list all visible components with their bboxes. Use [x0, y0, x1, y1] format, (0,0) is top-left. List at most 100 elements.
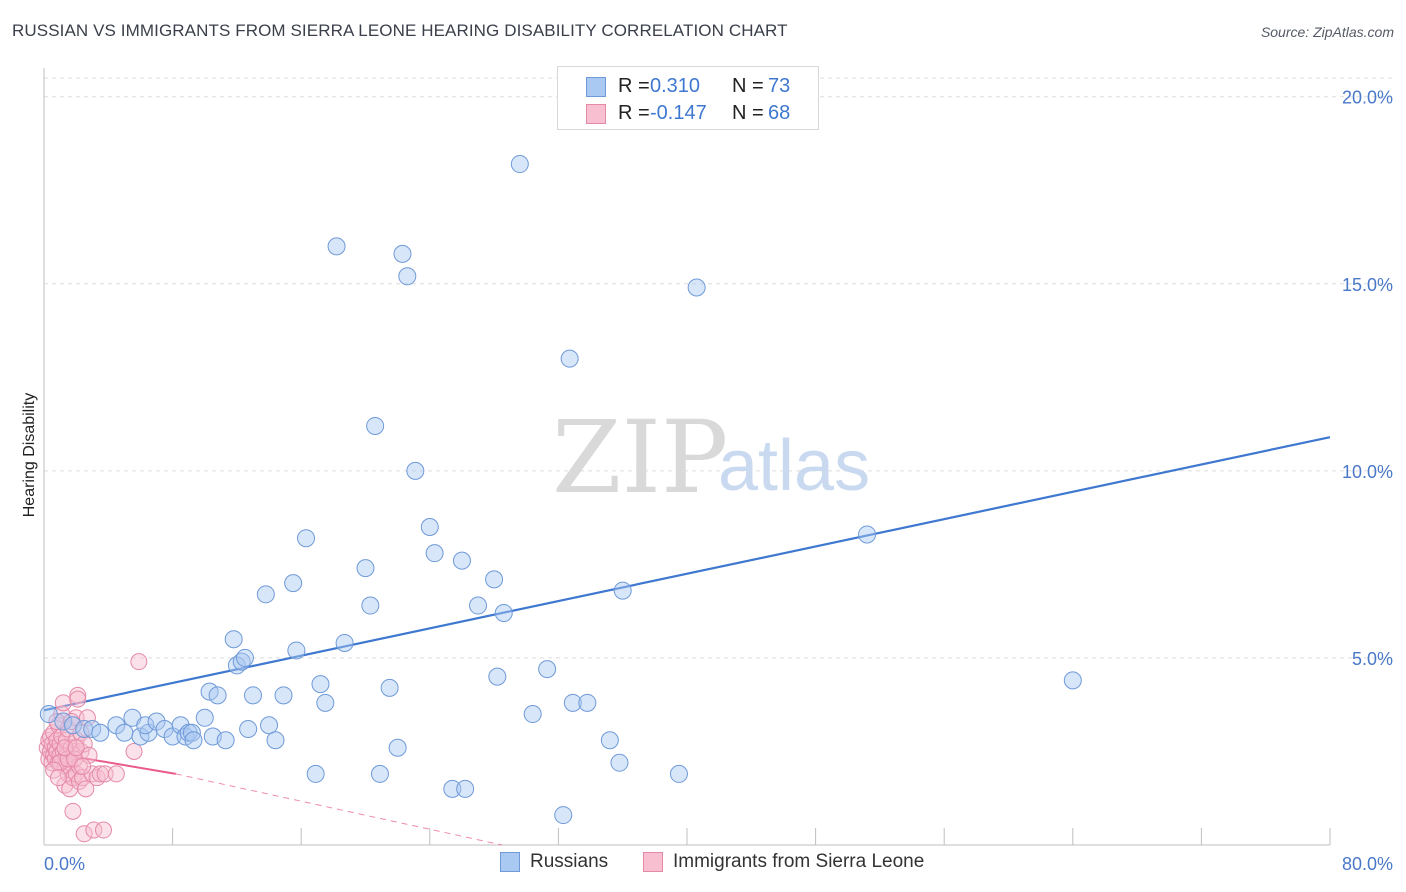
point-russians: [91, 723, 110, 742]
legend-r-value: -0.147: [650, 101, 707, 124]
y-tick-label: 10.0%: [1342, 462, 1393, 482]
legend-r-value: 0.310: [650, 74, 701, 97]
point-russians: [136, 716, 155, 735]
point-russians: [297, 529, 316, 548]
point-russians: [388, 738, 407, 757]
point-russians: [610, 753, 629, 772]
point-russians: [494, 604, 513, 623]
point-russians: [327, 237, 346, 256]
point-russians: [858, 525, 877, 544]
point-russians: [115, 723, 134, 742]
point-russians: [316, 693, 335, 712]
point-russians: [284, 574, 303, 593]
point-russians: [398, 267, 417, 286]
point-russians: [311, 675, 330, 694]
point-russians: [380, 678, 399, 697]
point-sierra-leone: [69, 690, 87, 708]
point-russians: [224, 630, 243, 649]
point-sierra-leone: [85, 821, 103, 839]
chart-source: Source: ZipAtlas.com: [1260, 24, 1394, 40]
point-russians: [182, 723, 201, 742]
legend-row-russians: R = 0.310 N = 73: [558, 73, 818, 99]
legend-label-sierra-leone: Immigrants from Sierra Leone: [673, 851, 925, 872]
point-sierra-leone: [125, 742, 143, 760]
point-russians: [256, 585, 275, 604]
point-russians: [184, 731, 203, 750]
point-sierra-leone: [107, 765, 125, 783]
point-russians: [287, 641, 306, 660]
point-russians: [669, 764, 688, 783]
legend-stats: R = 0.310 N = 73 R = -0.147 N = 68: [557, 66, 819, 130]
point-russians: [216, 731, 235, 750]
point-russians: [266, 731, 285, 750]
point-russians: [406, 461, 425, 480]
point-russians: [195, 708, 214, 727]
legend-n-value: 73: [768, 74, 791, 97]
point-russians: [554, 806, 573, 825]
point-russians: [488, 667, 507, 686]
legend-swatch-sierra-leone: [643, 852, 663, 872]
point-russians: [578, 693, 597, 712]
legend-row-sierra-leone: R = -0.147 N = 68: [558, 100, 818, 126]
point-russians: [469, 596, 488, 615]
point-russians: [560, 349, 579, 368]
point-russians: [443, 779, 462, 798]
legend-item-sierra-leone[interactable]: Immigrants from Sierra Leone: [643, 851, 924, 873]
point-russians: [456, 779, 475, 798]
point-russians: [274, 686, 293, 705]
data-points: [38, 155, 1082, 843]
point-russians: [235, 648, 254, 667]
point-sierra-leone: [54, 694, 72, 712]
point-russians: [1063, 671, 1082, 690]
legend-item-russians[interactable]: Russians: [500, 851, 608, 873]
legend-r-label: R =: [618, 74, 650, 97]
point-russians: [485, 570, 504, 589]
point-russians: [370, 764, 389, 783]
point-russians: [208, 686, 227, 705]
x-tick-label-max: 80.0%: [1342, 854, 1393, 874]
point-russians: [600, 731, 619, 750]
point-russians: [613, 581, 632, 600]
point-russians: [63, 716, 82, 735]
point-russians: [687, 278, 706, 297]
point-russians: [335, 633, 354, 652]
point-sierra-leone: [77, 780, 95, 798]
point-russians: [563, 693, 582, 712]
legend-n-label: N =: [732, 101, 764, 124]
point-russians: [393, 244, 412, 263]
point-sierra-leone: [75, 825, 93, 843]
legend-swatch-russians: [500, 852, 520, 872]
point-russians: [420, 517, 439, 536]
point-russians: [425, 544, 444, 563]
point-russians: [39, 705, 58, 724]
point-russians: [361, 596, 380, 615]
point-russians: [356, 559, 375, 578]
point-russians: [538, 660, 557, 679]
point-russians: [243, 686, 262, 705]
point-russians: [260, 716, 279, 735]
x-tick-label-min: 0.0%: [44, 854, 85, 874]
chart-title: RUSSIAN VS IMMIGRANTS FROM SIERRA LEONE …: [12, 21, 788, 40]
watermark-zip: ZIP: [552, 399, 728, 516]
point-sierra-leone: [74, 757, 92, 775]
y-tick-label: 15.0%: [1342, 275, 1393, 295]
point-sierra-leone: [75, 735, 93, 753]
y-tick-labels: 5.0% 10.0% 15.0% 20.0%: [1342, 88, 1393, 669]
y-tick-label: 20.0%: [1342, 88, 1393, 108]
point-russians: [452, 551, 471, 570]
trend-line-sierra-leone-extension: [175, 773, 503, 846]
point-russians: [306, 764, 325, 783]
y-axis-label: Hearing Disability: [21, 393, 38, 518]
point-sierra-leone: [67, 739, 85, 757]
trend-line-russians: [43, 436, 1331, 712]
axes: [43, 68, 1331, 846]
point-russians: [523, 705, 542, 724]
point-sierra-leone: [78, 709, 96, 727]
point-sierra-leone: [64, 802, 82, 820]
legend-label-russians: Russians: [530, 851, 609, 872]
point-sierra-leone: [130, 653, 148, 671]
point-russians: [239, 720, 258, 739]
legend-swatch-russians: [586, 77, 606, 97]
watermark-atlas: atlas: [718, 426, 870, 506]
